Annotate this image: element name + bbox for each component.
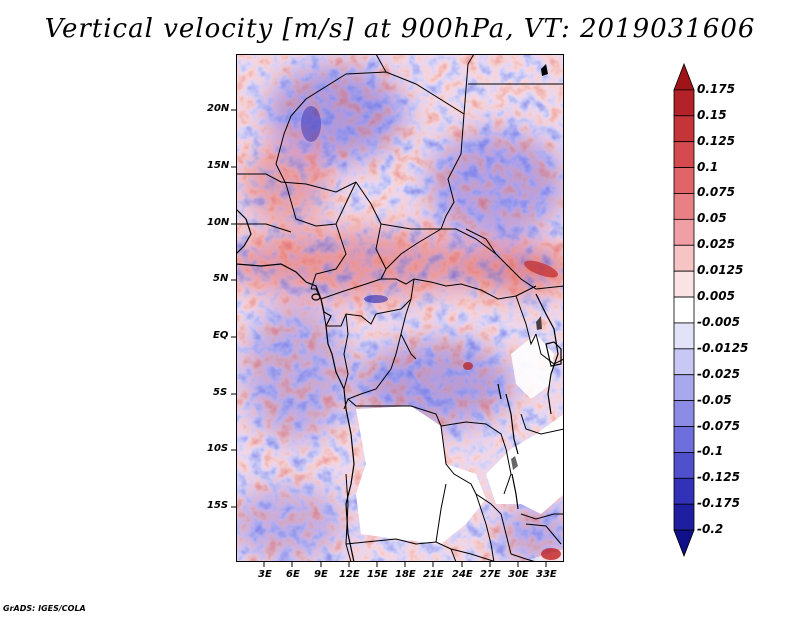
colorbar-label: -0.05	[697, 392, 732, 407]
lat-label-20n: 20N	[207, 103, 230, 114]
colorbar-label: -0.075	[697, 418, 740, 433]
colorbar-bin	[673, 322, 695, 350]
colorbar-bin	[673, 89, 695, 117]
lat-label-5s: 5S	[213, 387, 228, 398]
colorbar-label: -0.125	[697, 470, 740, 485]
lat-label-eq: EQ	[213, 330, 229, 341]
map-border	[236, 54, 564, 562]
lon-label-9e: 9E	[314, 569, 328, 580]
colorbar-label: -0.025	[697, 366, 740, 381]
colorbar-bin	[673, 348, 695, 376]
colorbar-label: 0.05	[697, 211, 727, 226]
lat-label-15s: 15S	[207, 500, 229, 511]
colorbar-label: 0.075	[697, 185, 735, 200]
colorbar-bin	[673, 374, 695, 402]
lon-label-6e: 6E	[286, 569, 300, 580]
colorbar-bin	[673, 167, 695, 194]
colorbar-label: 0.0125	[697, 263, 744, 278]
footer-credit: GrADS: IGES/COLA	[3, 604, 86, 613]
colorbar-label: 0.025	[697, 237, 735, 252]
colorbar-label: 0.125	[697, 133, 735, 148]
lat-label-10n: 10N	[207, 217, 230, 228]
colorbar-label: -0.2	[697, 522, 724, 537]
colorbar-bin	[673, 115, 695, 143]
lat-label-10s: 10S	[207, 443, 229, 454]
lon-label-21e: 21E	[423, 569, 444, 580]
lon-label-18e: 18E	[395, 569, 416, 580]
colorbar-bin	[673, 193, 695, 220]
country-borders	[236, 54, 564, 562]
colorbar-bin	[673, 503, 695, 531]
colorbar-bin	[673, 270, 695, 298]
coastline	[236, 208, 562, 562]
lon-label-3e: 3E	[258, 569, 272, 580]
colorbar-label: -0.005	[697, 314, 740, 329]
colorbar-bin	[673, 400, 695, 427]
plot-title: Vertical velocity [m/s] at 900hPa, VT: 2…	[44, 14, 756, 44]
lat-ticks	[231, 109, 236, 508]
colorbar-bin	[673, 218, 695, 246]
colorbar-bin	[673, 529, 695, 558]
colorbar-bin	[673, 426, 695, 453]
lon-label-24e: 24E	[452, 569, 473, 580]
colorbar-label: 0.175	[697, 81, 735, 96]
lon-ticks	[263, 562, 547, 567]
colorbar-bin	[673, 452, 695, 479]
colorbar-bin	[673, 244, 695, 272]
colorbar-label: -0.175	[697, 496, 740, 511]
vertical-velocity-map	[236, 54, 564, 562]
colorbar-label: 0.1	[697, 159, 719, 174]
lat-label-5n: 5N	[213, 273, 229, 284]
lon-label-27e: 27E	[480, 569, 501, 580]
colorbar-bin	[673, 477, 695, 505]
colorbar-label: -0.1	[697, 444, 724, 459]
lon-label-12e: 12E	[339, 569, 360, 580]
lat-label-15n: 15N	[207, 160, 230, 171]
colorbar	[673, 62, 695, 558]
colorbar-bin	[673, 141, 695, 168]
lon-label-30e: 30E	[508, 569, 529, 580]
intense-patches	[301, 106, 561, 560]
lon-label-15e: 15E	[367, 569, 388, 580]
lake-outlines	[511, 64, 548, 470]
lon-label-33e: 33E	[536, 569, 557, 580]
colorbar-bin	[673, 296, 695, 324]
colorbar-label: 0.005	[697, 289, 735, 304]
colorbar-bin	[673, 62, 695, 91]
colorbar-label: -0.0125	[697, 340, 749, 355]
colorbar-label: 0.15	[697, 107, 727, 122]
